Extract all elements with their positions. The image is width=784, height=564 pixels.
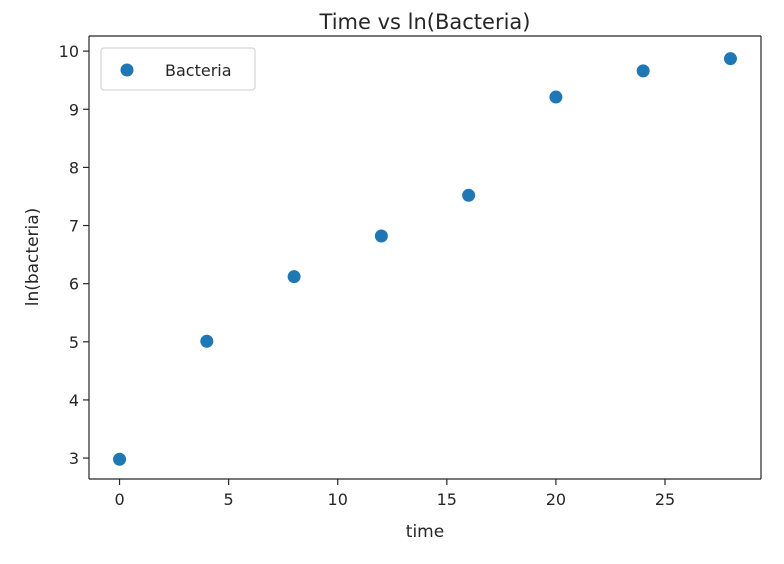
x-tick-label: 15: [437, 490, 457, 509]
data-points: [113, 52, 737, 466]
data-point: [636, 64, 650, 78]
legend: Bacteria: [100, 47, 256, 91]
y-tick-label: 7: [69, 217, 79, 236]
data-point: [723, 52, 737, 66]
x-tick-label: 0: [114, 490, 124, 509]
y-tick-label: 9: [69, 100, 79, 119]
x-tick-label: 5: [224, 490, 234, 509]
x-tick-label: 10: [328, 490, 348, 509]
y-tick-label: 8: [69, 158, 79, 177]
data-point: [549, 90, 563, 104]
x-tick-label: 20: [546, 490, 566, 509]
data-point: [113, 452, 127, 466]
y-tick-label: 5: [69, 333, 79, 352]
y-axis-ticks: 3 4 5 6 7 8 9 10: [59, 42, 89, 468]
chart-title: Time vs ln(Bacteria): [319, 10, 531, 34]
axes-frame: [88, 35, 762, 480]
legend-marker: [120, 63, 134, 77]
x-axis-label: time: [406, 522, 444, 542]
y-tick-label: 4: [69, 391, 79, 410]
data-point: [462, 188, 476, 202]
x-tick-label: 25: [655, 490, 675, 509]
y-tick-label: 3: [69, 449, 79, 468]
data-point: [374, 229, 388, 243]
data-point: [200, 334, 214, 348]
y-axis-label: ln(bacteria): [23, 208, 43, 307]
plot-area: [89, 36, 761, 479]
y-tick-label: 6: [69, 275, 79, 294]
y-tick-label: 10: [59, 42, 79, 61]
legend-label: Bacteria: [165, 61, 232, 80]
data-point: [287, 270, 301, 284]
legend-box: [100, 47, 256, 91]
x-axis-ticks: 0 5 10 15 20 25: [114, 479, 675, 509]
